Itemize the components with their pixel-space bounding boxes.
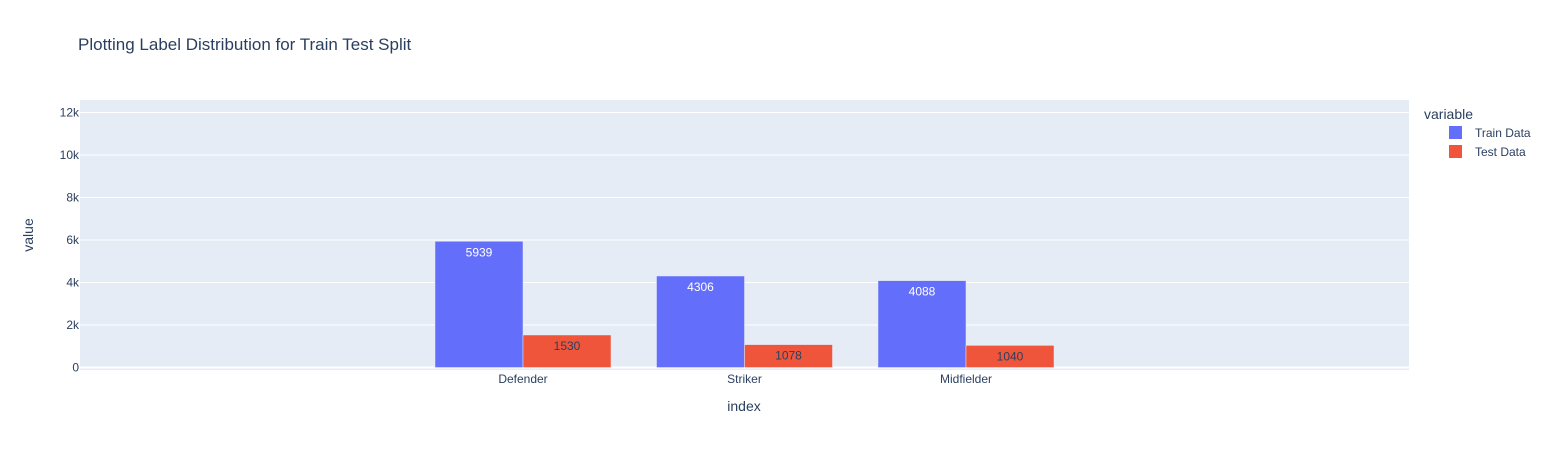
y-tick-label: 0 xyxy=(72,361,79,375)
y-tick-label: 2k xyxy=(66,318,80,332)
legend-item[interactable]: Test Data xyxy=(1449,145,1526,159)
bar-value-label: 1040 xyxy=(997,349,1024,363)
x-tick-label: Striker xyxy=(727,372,762,386)
legend: variable Train Data Test Data xyxy=(1424,106,1531,159)
legend-swatch xyxy=(1449,126,1462,139)
bar-train-data xyxy=(434,241,524,368)
bar-value-label: 1530 xyxy=(554,339,581,353)
y-tick-label: 8k xyxy=(66,191,80,205)
y-axis-title: value xyxy=(20,218,36,252)
bar-test-data xyxy=(965,345,1055,368)
chart-title: Plotting Label Distribution for Train Te… xyxy=(78,35,412,54)
bar-test-data xyxy=(522,334,612,368)
y-axis-ticks: 0 2k 4k 6k 8k 10k 12k xyxy=(60,106,80,375)
legend-label: Test Data xyxy=(1475,145,1526,159)
bar-train-data xyxy=(656,275,745,368)
legend-label: Train Data xyxy=(1475,126,1531,140)
x-axis-title: index xyxy=(727,398,760,414)
bar-value-label: 5939 xyxy=(466,245,493,259)
bars: 5939 1530 4306 1078 4088 1040 xyxy=(434,241,1055,368)
x-tick-label: Midfielder xyxy=(940,372,992,386)
x-tick-label: Defender xyxy=(498,372,547,386)
x-axis-ticks: Defender Striker Midfielder xyxy=(498,372,992,386)
y-tick-label: 10k xyxy=(60,148,80,162)
bar-test-data xyxy=(744,344,833,368)
legend-item[interactable]: Train Data xyxy=(1449,126,1531,140)
bar-value-label: 4088 xyxy=(909,285,936,299)
bar-train-data xyxy=(877,280,967,368)
y-tick-label: 6k xyxy=(66,233,80,247)
bar-value-label: 4306 xyxy=(687,280,714,294)
legend-swatch xyxy=(1449,145,1462,158)
bar-value-label: 1078 xyxy=(775,349,802,363)
y-tick-label: 4k xyxy=(66,276,80,290)
legend-title: variable xyxy=(1424,106,1473,122)
y-tick-label: 12k xyxy=(60,106,80,120)
